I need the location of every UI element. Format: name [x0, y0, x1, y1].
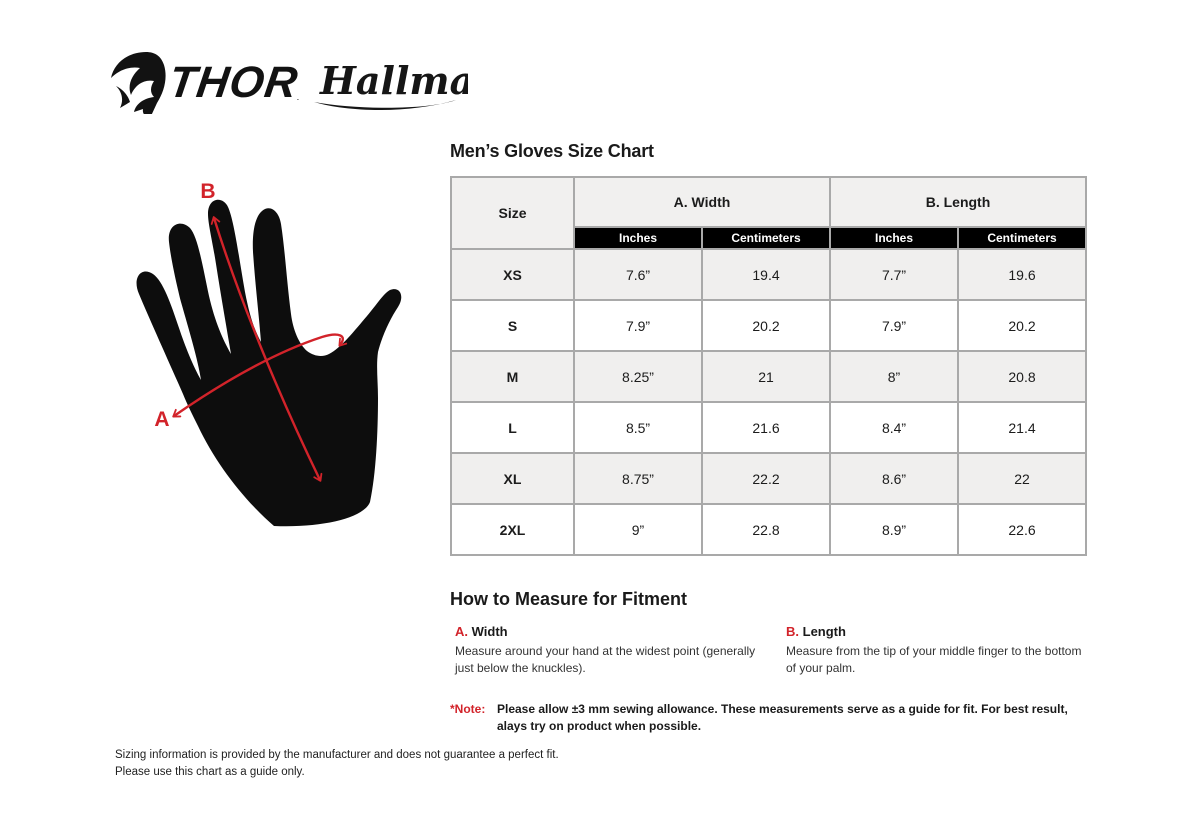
hallman-text: Hallman — [319, 58, 468, 103]
width-cm-value: 21 — [701, 350, 831, 403]
note-label: *Note: — [450, 702, 486, 716]
thor-registered-mark: . — [296, 92, 300, 102]
width-cm-value: 19.4 — [701, 248, 831, 301]
disclaimer-line-2: Please use this chart as a guide only. — [115, 766, 305, 779]
label-a: A — [154, 408, 169, 431]
label-b: B — [200, 180, 215, 203]
measure-item-width: A. Width Measure around your hand at the… — [455, 624, 763, 676]
width-inches-value: 7.9” — [573, 299, 703, 352]
width-cm-value: 22.2 — [701, 452, 831, 505]
size-chart-table: Size A. Width B. Length Inches Centimete… — [450, 176, 1087, 556]
glove-diagram-svg: B A — [136, 180, 402, 527]
table-row: S 7.9” 20.2 7.9” 20.2 — [450, 299, 1087, 352]
width-inches-value: 8.25” — [573, 350, 703, 403]
footer-disclaimer: Sizing information is provided by the ma… — [115, 747, 559, 782]
col-header-size: Size — [450, 176, 575, 250]
size-value: S — [450, 299, 575, 352]
glove-diagram: B A — [126, 166, 448, 568]
size-value: XL — [450, 452, 575, 505]
length-inches-value: 7.9” — [829, 299, 959, 352]
table-row: XS 7.6” 19.4 7.7” 19.6 — [450, 248, 1087, 301]
measure-description-width: Measure around your hand at the widest p… — [455, 644, 756, 675]
table-row: 2XL 9” 22.8 8.9” 22.6 — [450, 503, 1087, 556]
measure-letter-b: B. — [786, 624, 799, 639]
measure-name-width: Width — [471, 624, 508, 639]
col-header-length-centimeters: Centimeters — [957, 226, 1087, 250]
measure-description-length: Measure from the tip of your middle fing… — [786, 644, 1082, 675]
length-inches-value: 7.7” — [829, 248, 959, 301]
measure-item-length-heading: B. Length — [786, 624, 1082, 639]
col-header-length-inches: Inches — [829, 226, 959, 250]
note-block: *Note: Please allow ±3 mm sewing allowan… — [450, 701, 1090, 736]
thor-goat-icon — [111, 52, 166, 117]
brand-logos: THOR . Hallman — [108, 48, 502, 117]
note-text: Please allow ±3 mm sewing allowance. The… — [497, 702, 1068, 734]
thor-text: THOR — [166, 58, 301, 107]
size-value: L — [450, 401, 575, 454]
length-inches-value: 8.6” — [829, 452, 959, 505]
size-value: XS — [450, 248, 575, 301]
width-inches-value: 8.75” — [573, 452, 703, 505]
width-arrow — [172, 333, 348, 418]
measure-item-length: B. Length Measure from the tip of your m… — [786, 624, 1082, 676]
length-cm-value: 22 — [957, 452, 1087, 505]
disclaimer-line-1: Sizing information is provided by the ma… — [115, 749, 559, 761]
width-inches-value: 9” — [573, 503, 703, 556]
table-row: XL 8.75” 22.2 8.6” 22 — [450, 452, 1087, 505]
width-cm-value: 20.2 — [701, 299, 831, 352]
size-chart-title: Men’s Gloves Size Chart — [450, 141, 654, 161]
thor-hallman-logos: THOR . Hallman — [111, 52, 502, 117]
header-row-groups: Size A. Width B. Length — [450, 176, 1087, 250]
measure-name-length: Length — [802, 624, 846, 639]
hallman-wordmark: Hallman — [314, 58, 502, 110]
table-row: L 8.5” 21.6 8.4” 21.4 — [450, 401, 1087, 454]
length-cm-value: 21.4 — [957, 401, 1087, 454]
length-cm-value: 20.8 — [957, 350, 1087, 403]
measure-letter-a: A. — [455, 624, 468, 639]
width-cm-value: 22.8 — [701, 503, 831, 556]
col-header-length: B. Length — [829, 176, 1087, 228]
length-inches-value: 8” — [829, 350, 959, 403]
measure-section-title: How to Measure for Fitment — [450, 589, 688, 609]
length-inches-value: 8.9” — [829, 503, 959, 556]
header-row-units: Inches Centimeters Inches Centimeters — [451, 226, 1087, 250]
length-cm-value: 20.2 — [957, 299, 1087, 352]
col-header-width-inches: Inches — [573, 226, 703, 250]
hallman-swash — [314, 100, 456, 110]
width-cm-value: 21.6 — [701, 401, 831, 454]
size-value: 2XL — [450, 503, 575, 556]
glove-silhouette — [136, 199, 402, 527]
length-inches-value: 8.4” — [829, 401, 959, 454]
width-inches-value: 8.5” — [573, 401, 703, 454]
measure-item-width-heading: A. Width — [455, 624, 763, 639]
col-header-width-centimeters: Centimeters — [701, 226, 831, 250]
length-cm-value: 22.6 — [957, 503, 1087, 556]
thor-wordmark: THOR . — [166, 58, 301, 107]
col-header-width: A. Width — [573, 176, 831, 228]
table-row: M 8.25” 21 8” 20.8 — [450, 350, 1087, 403]
size-value: M — [450, 350, 575, 403]
size-chart-table-wrap: Size A. Width B. Length Inches Centimete… — [450, 176, 1087, 556]
length-cm-value: 19.6 — [957, 248, 1087, 301]
width-inches-value: 7.6” — [573, 248, 703, 301]
